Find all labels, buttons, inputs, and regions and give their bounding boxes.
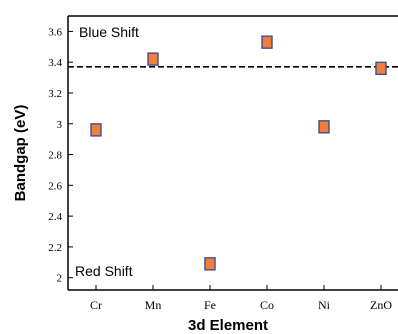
annotation-red-shift: Red Shift — [75, 263, 133, 279]
y-tick-label: 2.6 — [48, 180, 62, 192]
x-tick-label: Cr — [90, 298, 102, 312]
data-points — [90, 35, 387, 271]
x-tick-label: Mn — [145, 298, 162, 312]
y-tick-label: 3.6 — [48, 26, 62, 38]
x-tick-label: Ni — [318, 298, 331, 312]
data-point-co — [261, 35, 273, 49]
x-tick-label: Co — [260, 298, 274, 312]
annotation-blue-shift: Blue Shift — [79, 24, 139, 40]
data-point-mn — [147, 52, 159, 66]
y-tick-label: 2.8 — [48, 150, 62, 162]
y-tick-label: 2 — [57, 273, 63, 285]
plot-frame — [67, 15, 398, 291]
y-tick-label: 2.4 — [48, 211, 62, 223]
y-tick-label: 3 — [57, 119, 63, 131]
y-tick-label: 2.2 — [48, 242, 62, 254]
data-point-zno — [375, 61, 387, 76]
x-tick-label: ZnO — [370, 298, 392, 312]
x-axis-ticks: Cr Mn Fe Co Ni ZnO — [90, 285, 392, 312]
y-tick-label: 3.2 — [48, 88, 62, 100]
x-tick-label: Fe — [204, 298, 216, 312]
data-point-fe — [204, 257, 216, 271]
x-axis-title: 3d Element — [188, 317, 268, 334]
y-tick-label: 3.4 — [48, 57, 62, 69]
data-point-ni — [318, 120, 330, 134]
y-axis-ticks: 2 2.2 2.4 2.6 2.8 3 3.2 3.4 3.6 — [48, 26, 73, 285]
y-axis-title: Bandgap (eV) — [12, 105, 29, 202]
data-point-cr — [90, 123, 102, 137]
